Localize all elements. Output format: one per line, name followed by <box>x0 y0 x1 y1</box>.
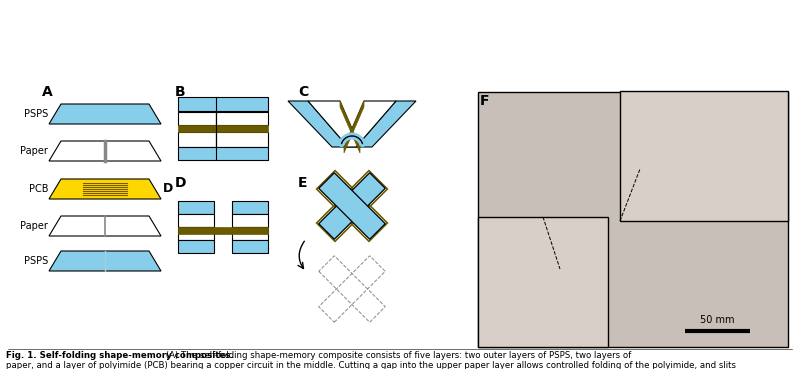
Polygon shape <box>340 101 360 153</box>
Text: PCB: PCB <box>29 184 48 194</box>
Bar <box>216 112 268 125</box>
Polygon shape <box>49 104 161 124</box>
Bar <box>478 217 608 347</box>
Text: C: C <box>298 85 308 99</box>
Text: A: A <box>42 85 53 99</box>
Text: (A) The self-folding shape-memory composite consists of five layers: two outer l: (A) The self-folding shape-memory compos… <box>162 351 631 360</box>
Bar <box>178 201 214 214</box>
Text: PSPS: PSPS <box>24 109 48 119</box>
Bar <box>232 240 268 253</box>
Polygon shape <box>288 101 348 147</box>
Bar <box>216 132 268 147</box>
Text: Paper: Paper <box>20 221 48 231</box>
Bar <box>178 227 268 234</box>
Bar <box>178 97 268 111</box>
Text: paper, and a layer of polyimide (PCB) bearing a copper circuit in the middle. Cu: paper, and a layer of polyimide (PCB) be… <box>6 361 736 369</box>
Bar <box>178 112 216 125</box>
Polygon shape <box>49 141 161 161</box>
Text: E: E <box>298 176 307 190</box>
Polygon shape <box>49 179 161 199</box>
Polygon shape <box>344 101 364 153</box>
Bar <box>232 214 268 227</box>
Text: Fig. 1. Self-folding shape-memory composites.: Fig. 1. Self-folding shape-memory compos… <box>6 351 234 360</box>
Bar <box>178 227 214 240</box>
Polygon shape <box>356 101 416 147</box>
Text: H: H <box>622 93 634 107</box>
Text: PSPS: PSPS <box>24 256 48 266</box>
Bar <box>620 91 788 221</box>
Bar <box>178 147 268 160</box>
Text: G: G <box>480 219 491 233</box>
Text: Paper: Paper <box>20 146 48 156</box>
Polygon shape <box>318 173 386 239</box>
Bar <box>178 240 214 253</box>
Text: B: B <box>175 85 186 99</box>
Bar <box>178 132 216 147</box>
Text: D: D <box>175 176 186 190</box>
Text: F: F <box>480 94 490 108</box>
Bar <box>478 92 788 347</box>
Text: 50 mm: 50 mm <box>700 315 734 325</box>
Text: Fig. 1. Self-folding shape-memory composites.: Fig. 1. Self-folding shape-memory compos… <box>8 338 239 346</box>
Polygon shape <box>318 173 386 239</box>
Bar <box>232 227 268 240</box>
Polygon shape <box>49 251 161 271</box>
Bar <box>178 125 268 132</box>
Polygon shape <box>344 101 396 147</box>
Bar <box>178 214 214 227</box>
Bar <box>232 201 268 214</box>
Polygon shape <box>308 101 360 147</box>
Polygon shape <box>49 216 161 236</box>
Text: D: D <box>163 183 174 196</box>
